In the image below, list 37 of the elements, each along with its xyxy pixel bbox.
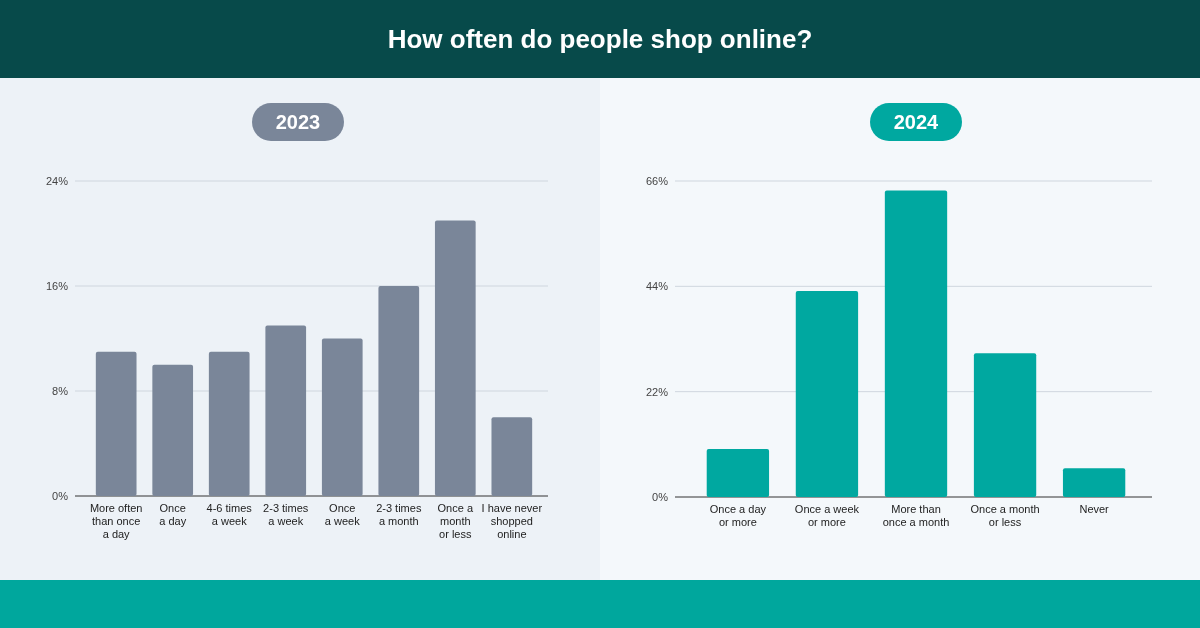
y-tick-label: 16% <box>45 280 69 293</box>
bar <box>265 325 307 496</box>
bar <box>491 417 533 496</box>
bar <box>152 364 194 496</box>
bar <box>795 291 859 497</box>
x-tick-label: 4-6 times a week <box>206 502 253 527</box>
text: How often do people shop online? <box>387 24 813 54</box>
x-tick-label: More often than once a day <box>89 502 143 540</box>
bar <box>706 449 770 497</box>
x-tick-label: 2-3 times a week <box>263 502 309 527</box>
x-tick-label: I have never shopped online <box>481 502 543 540</box>
bar <box>434 220 476 496</box>
x-tick-label: Once a day <box>159 502 187 527</box>
x-tick-label: Once a month or less <box>970 503 1040 528</box>
bar <box>378 286 420 496</box>
y-tick-label: 66% <box>645 175 669 188</box>
y-tick-label: 44% <box>645 280 669 293</box>
bar <box>95 351 137 496</box>
x-tick-label: Never <box>1079 503 1110 515</box>
x-tick-label: Once a week or more <box>794 503 860 528</box>
chart-title: 2024 <box>893 111 940 133</box>
y-tick-label: 8% <box>52 385 69 398</box>
bar <box>321 338 363 496</box>
bar <box>208 351 250 496</box>
bar <box>1062 468 1126 497</box>
bar <box>884 190 948 497</box>
x-tick-label: 2-3 times a month <box>376 502 422 527</box>
y-tick-label: 24% <box>45 175 69 188</box>
x-tick-label: More than once a month <box>882 503 950 528</box>
y-tick-label: 0% <box>52 490 69 503</box>
x-tick-label: Once a day or more <box>709 503 767 528</box>
x-tick-label: Once a week <box>324 502 361 527</box>
y-tick-label: 22% <box>645 385 669 398</box>
bar <box>973 353 1037 497</box>
x-tick-label: Once a month or less <box>437 502 474 540</box>
chart-title: 2023 <box>275 111 321 133</box>
y-tick-label: 0% <box>652 491 669 504</box>
